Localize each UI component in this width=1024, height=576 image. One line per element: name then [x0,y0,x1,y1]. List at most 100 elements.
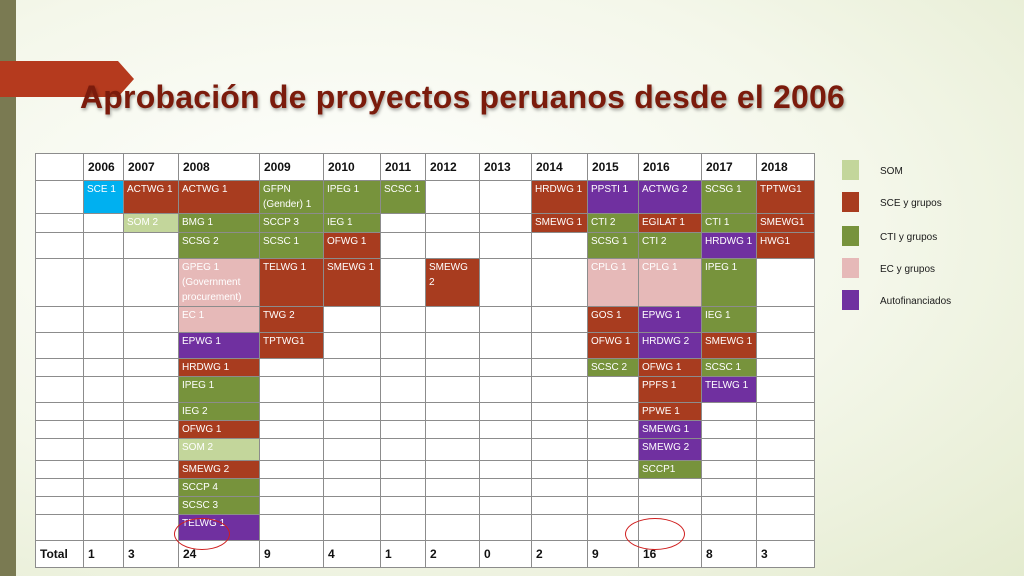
legend-swatch [842,226,859,246]
table-row: EC 1 TWG 2 GOS 1 EPWG 1 IEG 1 [35,306,815,333]
empty-cell [425,478,480,497]
empty-cell [531,460,588,479]
total-value: 8 [701,540,757,568]
empty-cell [83,438,124,461]
empty-cell [701,420,757,439]
year-header: 2011 [380,153,426,181]
project-cell: IEG 2 [178,402,260,421]
empty-cell [701,478,757,497]
empty-cell [425,306,480,333]
project-cell: PPSTI 1 [587,180,639,214]
table-row: SOM 2 BMG 1 SCCP 3 IEG 1 SMEWG 1 CTI 2 EGILAT … [35,213,815,233]
empty-cell [425,180,480,214]
empty-cell [83,258,124,307]
empty-cell [380,376,426,403]
empty-cell [531,332,588,359]
empty-cell [83,496,124,515]
project-cell: SMEWG 2 [638,438,702,461]
empty-cell [531,478,588,497]
empty-cell [323,460,381,479]
empty-cell [531,376,588,403]
empty-cell [323,496,381,515]
empty-cell [380,514,426,541]
row-label-cell [35,438,84,461]
empty-cell [531,496,588,515]
empty-cell [259,460,324,479]
legend-label: SOM [880,166,903,177]
project-cell: OFWG 1 [638,358,702,377]
table-row: SMEWG 2 SCCP1 [35,460,815,479]
total-value: 3 [756,540,815,568]
year-header: 2006 [83,153,124,181]
project-cell: SMEWG1 [756,213,815,233]
year-header: 2010 [323,153,381,181]
empty-cell [123,376,179,403]
empty-cell [380,438,426,461]
total-value: 3 [123,540,179,568]
project-cell: SCSG 1 [701,180,757,214]
empty-cell [425,460,480,479]
empty-cell [323,306,381,333]
legend-swatch [842,258,859,278]
empty-cell [259,514,324,541]
legend-swatch [842,192,859,212]
empty-cell [531,306,588,333]
project-cell: SMEWG 1 [531,213,588,233]
empty-cell [380,213,426,233]
project-cell: SMEWG 1 [701,332,757,359]
table-row: HRDWG 1 SCSC 2 OFWG 1 SCSC 1 [35,358,815,377]
empty-cell [323,478,381,497]
project-cell: SCCP 3 [259,213,324,233]
empty-cell [259,438,324,461]
table-row: GPEG 1 (Government procurement) TELWG 1 SM… [35,258,815,307]
empty-cell [701,460,757,479]
table-row: EPWG 1 TPTWG1 OFWG 1 HRDWG 2 SMEWG 1 [35,332,815,359]
project-cell: SCSG 1 [587,232,639,259]
legend-item: CTI y grupos [842,226,972,252]
legend-label: EC y grupos [880,264,936,275]
project-cell: HRDWG 1 [701,232,757,259]
empty-cell [380,460,426,479]
row-label-cell [35,213,84,233]
empty-cell [380,496,426,515]
empty-cell [531,420,588,439]
empty-cell [479,213,532,233]
empty-cell [587,460,639,479]
table-row: TELWG 1 [35,514,815,541]
empty-cell [587,496,639,515]
empty-cell [83,213,124,233]
empty-cell [479,496,532,515]
row-label-cell [35,306,84,333]
table-row: SOM 2 SMEWG 2 [35,438,815,461]
empty-cell [425,402,480,421]
project-cell: SMEWG 1 [638,420,702,439]
empty-cell [756,258,815,307]
empty-cell [83,478,124,497]
left-accent-bar [0,0,16,576]
project-cell: EPWG 1 [178,332,260,359]
empty-cell [259,358,324,377]
project-cell: CPLG 1 [587,258,639,307]
year-header: 2018 [756,153,815,181]
legend-swatch [842,290,859,310]
empty-cell [756,514,815,541]
empty-cell [479,402,532,421]
header-corner-cell [35,153,84,181]
empty-cell [323,376,381,403]
empty-cell [323,514,381,541]
empty-cell [531,514,588,541]
empty-cell [587,478,639,497]
empty-cell [587,420,639,439]
total-value: 0 [479,540,532,568]
row-label-cell [35,402,84,421]
row-label-cell [35,496,84,515]
project-cell: TPTWG1 [756,180,815,214]
row-label-cell [35,460,84,479]
highlight-circle-2016 [625,518,685,550]
legend-label: CTI y grupos [880,232,938,243]
project-cell: OFWG 1 [587,332,639,359]
project-cell: SMEWG 1 [323,258,381,307]
empty-cell [531,232,588,259]
project-cell: TELWG 1 [259,258,324,307]
empty-cell [123,438,179,461]
